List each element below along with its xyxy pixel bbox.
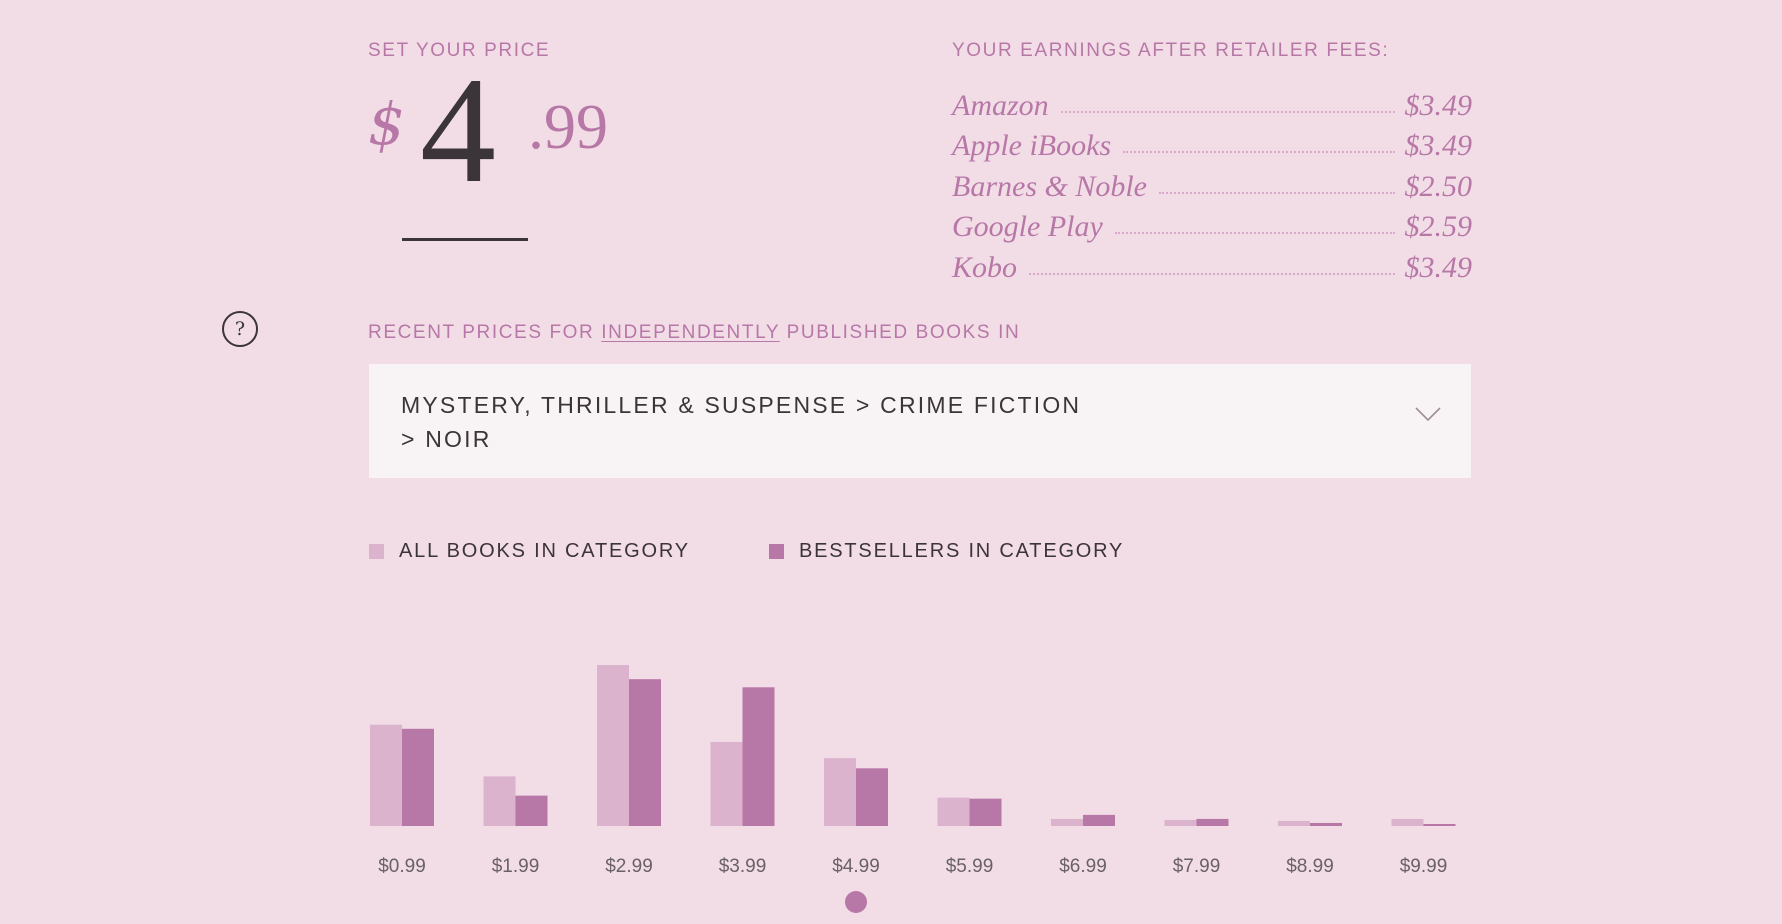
dotted-leader: [1060, 110, 1395, 113]
bar-all-books: [1278, 820, 1310, 826]
price-cents: .99: [528, 91, 608, 162]
retailer-name: Google Play: [952, 210, 1103, 243]
bar-all-books: [710, 741, 743, 826]
bar-bestsellers: [515, 795, 548, 826]
category-dropdown[interactable]: MYSTERY, THRILLER & SUSPENSE > CRIME FIC…: [369, 364, 1471, 478]
earnings-row-google-play: Google Play $2.59: [952, 204, 1472, 245]
x-tick-label: $4.99: [832, 856, 880, 877]
price-input-underline: [402, 238, 528, 241]
category-selected-value: MYSTERY, THRILLER & SUSPENSE > CRIME FIC…: [401, 392, 1082, 452]
retailer-name: Kobo: [952, 250, 1018, 284]
legend-label-all-books: ALL BOOKS IN CATEGORY: [399, 540, 690, 562]
bar-bestsellers: [629, 679, 661, 826]
earnings-row-kobo: Kobo $3.49: [952, 244, 1472, 285]
x-tick-label: $9.99: [1400, 856, 1448, 877]
dotted-leader: [1114, 232, 1395, 234]
x-tick-label: $5.99: [946, 856, 994, 877]
question-mark-icon[interactable]: ?: [222, 311, 258, 347]
earnings-row-barnes-noble: Barnes & Noble $2.50: [952, 163, 1472, 204]
bar-bestsellers: [969, 798, 1002, 826]
recent-prices-suffix: PUBLISHED BOOKS IN: [786, 322, 1021, 343]
retailer-earning: $2.50: [1404, 169, 1473, 203]
legend-swatch-all-books: [369, 544, 384, 559]
bar-all-books: [370, 724, 402, 826]
bar-all-books: [1391, 818, 1424, 826]
bar-bestsellers: [856, 768, 888, 826]
legend-bestsellers: BESTSELLERS IN CATEGORY: [769, 540, 1124, 563]
earnings-row-apple-ibooks: Apple iBooks $3.49: [952, 123, 1472, 164]
earnings-list: Amazon $3.49 Apple iBooks $3.49 Barnes &…: [952, 82, 1472, 285]
price-slider-handle[interactable]: [845, 891, 867, 913]
price-dollars-input[interactable]: 4: [420, 46, 496, 214]
legend-all-books: ALL BOOKS IN CATEGORY: [369, 540, 690, 563]
x-tick-label: $3.99: [719, 856, 767, 877]
price-display: $ 4 .99: [368, 46, 668, 214]
bar-bestsellers: [1196, 818, 1229, 826]
retailer-earning: $3.49: [1404, 250, 1473, 284]
bar-bestsellers: [1423, 823, 1456, 826]
legend-swatch-bestsellers: [769, 544, 784, 559]
retailer-earning: $3.49: [1404, 129, 1473, 162]
bar-all-books: [937, 797, 970, 826]
bar-all-books: [1051, 818, 1083, 826]
earnings-row-amazon: Amazon $3.49: [952, 82, 1472, 123]
bar-bestsellers: [742, 687, 775, 826]
x-tick-label: $1.99: [492, 856, 540, 877]
earnings-label: YOUR EARNINGS AFTER RETAILER FEES:: [952, 40, 1390, 61]
bar-bestsellers: [402, 728, 434, 826]
dotted-leader: [1029, 272, 1395, 275]
dotted-leader: [1159, 191, 1395, 194]
set-price-label: SET YOUR PRICE: [368, 40, 551, 61]
bar-bestsellers: [1310, 822, 1342, 826]
recent-prices-prefix: RECENT PRICES FOR: [368, 322, 595, 343]
x-tick-label: $0.99: [378, 856, 426, 877]
retailer-name: Apple iBooks: [952, 129, 1112, 162]
independently-link[interactable]: INDEPENDENTLY: [601, 322, 780, 343]
dotted-leader: [1123, 151, 1395, 153]
retailer-earning: $3.49: [1404, 88, 1473, 122]
x-tick-label: $2.99: [605, 856, 653, 877]
bar-all-books: [1164, 819, 1197, 826]
bar-all-books: [597, 665, 629, 826]
retailer-name: Amazon: [952, 88, 1049, 122]
recent-prices-heading: RECENT PRICES FOR INDEPENDENTLY PUBLISHE…: [368, 322, 1020, 344]
chevron-down-icon: [1415, 407, 1441, 422]
x-tick-label: $7.99: [1173, 856, 1221, 877]
currency-symbol: $: [368, 90, 405, 158]
bar-all-books: [824, 758, 856, 826]
retailer-name: Barnes & Noble: [952, 169, 1147, 203]
x-tick-label: $8.99: [1286, 856, 1334, 877]
bar-bestsellers: [1083, 814, 1115, 826]
legend-label-bestsellers: BESTSELLERS IN CATEGORY: [799, 540, 1125, 562]
x-tick-label: $6.99: [1059, 856, 1107, 877]
retailer-earning: $2.59: [1404, 210, 1473, 243]
bar-all-books: [483, 776, 516, 826]
